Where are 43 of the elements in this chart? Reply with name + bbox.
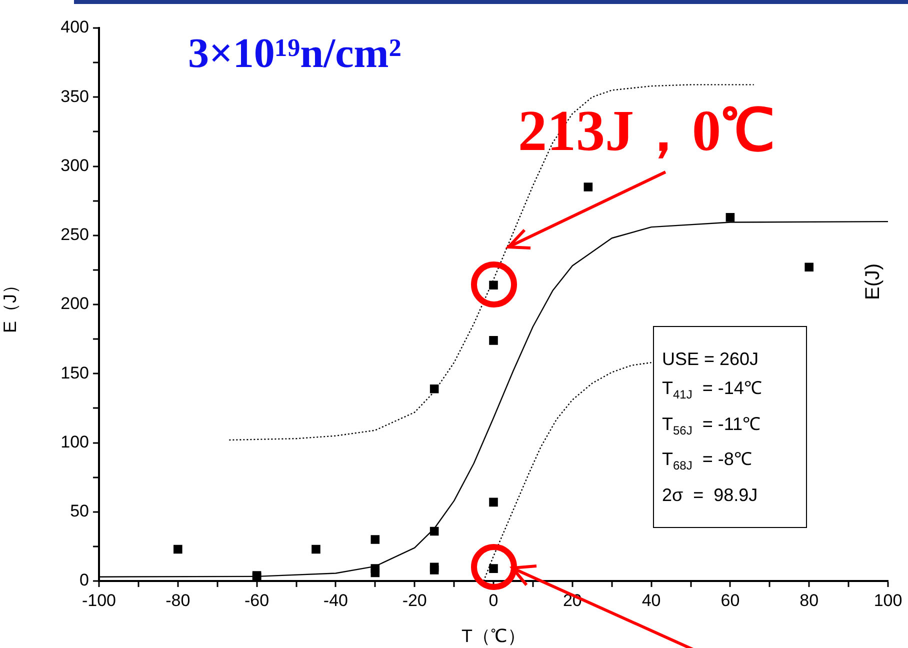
y-tick-label: 100 bbox=[60, 432, 89, 452]
y-tick-label: 350 bbox=[60, 86, 89, 106]
point bbox=[489, 498, 498, 507]
point bbox=[174, 544, 182, 554]
y-tick-label: 50 bbox=[70, 502, 89, 521]
point bbox=[430, 526, 439, 536]
x-tick-label: -60 bbox=[244, 590, 270, 610]
point bbox=[489, 564, 498, 573]
point bbox=[804, 262, 814, 272]
x-tick-label: 60 bbox=[720, 590, 740, 610]
y-tick-label: 200 bbox=[60, 294, 89, 314]
annotation: T$_{41J}$ = -14℃ bbox=[662, 377, 763, 404]
point bbox=[430, 384, 439, 394]
chart-title: 3×10¹⁹n/cm² bbox=[188, 30, 402, 78]
y-tick-label: 250 bbox=[60, 225, 89, 244]
point bbox=[370, 535, 380, 544]
point bbox=[489, 336, 498, 345]
y-tick-label: 300 bbox=[60, 156, 89, 175]
x-tick-label: 0 bbox=[488, 590, 498, 610]
y-tick-label: 0 bbox=[80, 570, 89, 590]
point bbox=[726, 213, 735, 222]
annotation: T$_{56J}$ = -11℃ bbox=[662, 412, 762, 440]
annotation: T$_{68J}$ = -8℃ bbox=[662, 448, 753, 475]
point bbox=[430, 566, 439, 574]
point bbox=[584, 182, 593, 192]
x-tick-label: -20 bbox=[402, 590, 427, 610]
y-tick-label: 150 bbox=[60, 363, 89, 382]
x-axis-title: T（℃） bbox=[462, 626, 526, 646]
x-tick-label: 40 bbox=[642, 590, 661, 610]
y-tick-label: 400 bbox=[60, 18, 89, 37]
y-axis-title: E（J） bbox=[0, 276, 20, 334]
point bbox=[312, 544, 320, 554]
x-tick-label: -100 bbox=[82, 590, 116, 610]
annotation: 2σ = 98.9J bbox=[662, 484, 759, 507]
x-tick-label: 80 bbox=[800, 590, 819, 610]
x-tick-label: -80 bbox=[166, 590, 190, 610]
annotation: 213J，0℃ bbox=[518, 97, 774, 165]
annotation: USE = 260J bbox=[662, 348, 760, 371]
point bbox=[489, 280, 498, 290]
annotation: E(J) bbox=[862, 263, 885, 300]
x-tick-label: 100 bbox=[874, 590, 902, 610]
x-tick-label: -40 bbox=[323, 590, 348, 610]
point bbox=[370, 568, 380, 578]
